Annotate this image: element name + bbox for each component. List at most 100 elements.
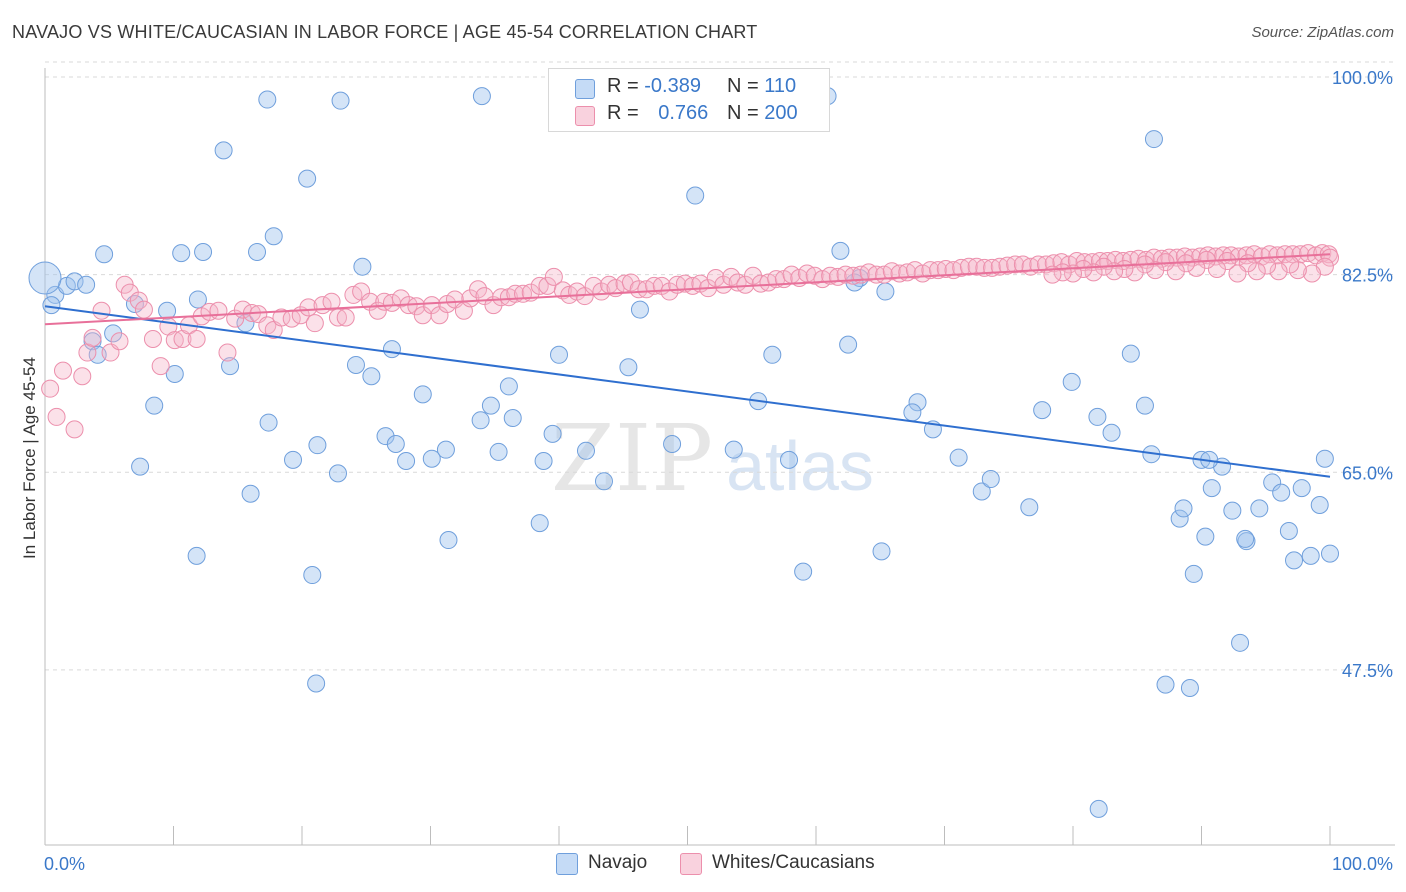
point-white bbox=[714, 275, 733, 294]
point-navajo bbox=[1310, 496, 1329, 515]
point-navajo bbox=[1196, 527, 1215, 546]
point-navajo bbox=[165, 365, 184, 383]
point-white bbox=[1125, 263, 1144, 282]
point-white bbox=[336, 308, 355, 327]
point-white bbox=[1006, 255, 1025, 274]
point-white bbox=[1146, 261, 1165, 280]
point-white bbox=[544, 267, 563, 286]
point-navajo bbox=[328, 464, 347, 483]
point-white bbox=[1321, 248, 1339, 267]
point-white bbox=[187, 329, 206, 348]
point-white bbox=[83, 328, 102, 347]
point-navajo bbox=[413, 385, 432, 404]
point-navajo bbox=[439, 531, 458, 550]
point-navajo bbox=[236, 314, 255, 333]
point-navajo bbox=[1135, 396, 1154, 415]
point-navajo bbox=[307, 674, 326, 693]
point-navajo bbox=[972, 482, 991, 501]
point-navajo bbox=[303, 566, 322, 585]
point-navajo bbox=[1156, 675, 1175, 694]
point-navajo bbox=[1062, 372, 1081, 391]
point-navajo bbox=[1174, 499, 1193, 518]
point-navajo bbox=[1223, 501, 1242, 520]
point-navajo bbox=[259, 413, 278, 432]
point-white bbox=[621, 273, 640, 292]
point-white bbox=[65, 420, 84, 439]
point-navajo bbox=[831, 241, 850, 260]
point-navajo bbox=[1285, 551, 1304, 570]
point-white bbox=[151, 357, 170, 376]
point-navajo bbox=[214, 141, 233, 160]
point-navajo bbox=[534, 451, 553, 470]
point-white bbox=[492, 288, 511, 307]
point-white bbox=[391, 289, 410, 308]
point-white bbox=[1247, 262, 1266, 281]
point-white bbox=[1175, 247, 1194, 266]
point-white bbox=[821, 266, 840, 285]
point-navajo bbox=[1301, 546, 1320, 565]
point-navajo bbox=[1144, 130, 1163, 149]
point-navajo bbox=[1089, 799, 1108, 818]
point-white bbox=[143, 329, 162, 348]
point-white bbox=[921, 261, 940, 280]
point-white bbox=[305, 314, 324, 333]
point-navajo-large bbox=[28, 261, 62, 295]
chart-title: NAVAJO VS WHITE/CAUCASIAN IN LABOR FORCE… bbox=[12, 22, 758, 42]
point-navajo bbox=[353, 257, 372, 276]
point-navajo bbox=[530, 514, 549, 533]
point-white bbox=[422, 296, 441, 315]
point-navajo bbox=[794, 562, 813, 581]
source-credit: Source: ZipAtlas.com bbox=[1251, 24, 1394, 41]
point-navajo bbox=[763, 345, 782, 364]
legend-row-navajo: R = -0.389 N = 110 bbox=[549, 75, 829, 101]
point-white bbox=[352, 282, 371, 301]
point-navajo bbox=[158, 301, 177, 320]
point-navajo bbox=[1272, 483, 1291, 502]
point-navajo bbox=[284, 450, 303, 469]
point-white bbox=[592, 282, 611, 301]
point-navajo bbox=[298, 169, 317, 188]
point-navajo bbox=[264, 227, 283, 246]
point-navajo bbox=[550, 345, 568, 364]
point-navajo bbox=[436, 440, 455, 459]
trendline-white bbox=[44, 253, 1331, 326]
legend-swatch-navajo bbox=[575, 79, 595, 99]
point-navajo bbox=[308, 436, 327, 455]
point-white bbox=[706, 268, 725, 287]
point-navajo bbox=[503, 409, 522, 428]
point-navajo bbox=[95, 245, 114, 264]
point-navajo bbox=[1315, 449, 1334, 468]
point-white bbox=[967, 257, 986, 276]
point-white bbox=[836, 265, 855, 284]
point-white bbox=[998, 256, 1017, 275]
point-white bbox=[959, 257, 978, 276]
point-white bbox=[461, 289, 480, 308]
point-navajo bbox=[172, 244, 191, 263]
point-white bbox=[1228, 264, 1247, 283]
point-white bbox=[929, 261, 948, 280]
point-navajo bbox=[1180, 679, 1199, 697]
point-white bbox=[744, 266, 763, 285]
point-navajo bbox=[221, 357, 240, 376]
point-navajo bbox=[1184, 564, 1203, 583]
point-white bbox=[1303, 264, 1322, 283]
point-navajo bbox=[949, 448, 968, 467]
point-white bbox=[469, 280, 488, 299]
point-navajo bbox=[346, 355, 365, 374]
point-white bbox=[322, 292, 341, 311]
point-white bbox=[53, 361, 72, 380]
point-white bbox=[41, 379, 60, 398]
legend-r-navajo: R = -0.389 bbox=[607, 75, 701, 97]
trendline-navajo bbox=[44, 305, 1331, 478]
point-navajo bbox=[981, 470, 1000, 489]
point-white bbox=[936, 259, 955, 278]
point-navajo bbox=[65, 272, 84, 291]
point-navajo bbox=[489, 442, 508, 461]
point-navajo bbox=[876, 282, 895, 301]
y-tick-label: 100.0% bbox=[1332, 68, 1393, 88]
point-navajo bbox=[1170, 509, 1189, 528]
point-navajo bbox=[1292, 479, 1311, 498]
point-navajo bbox=[1102, 423, 1121, 442]
point-white bbox=[990, 257, 1009, 276]
point-navajo bbox=[472, 87, 491, 106]
